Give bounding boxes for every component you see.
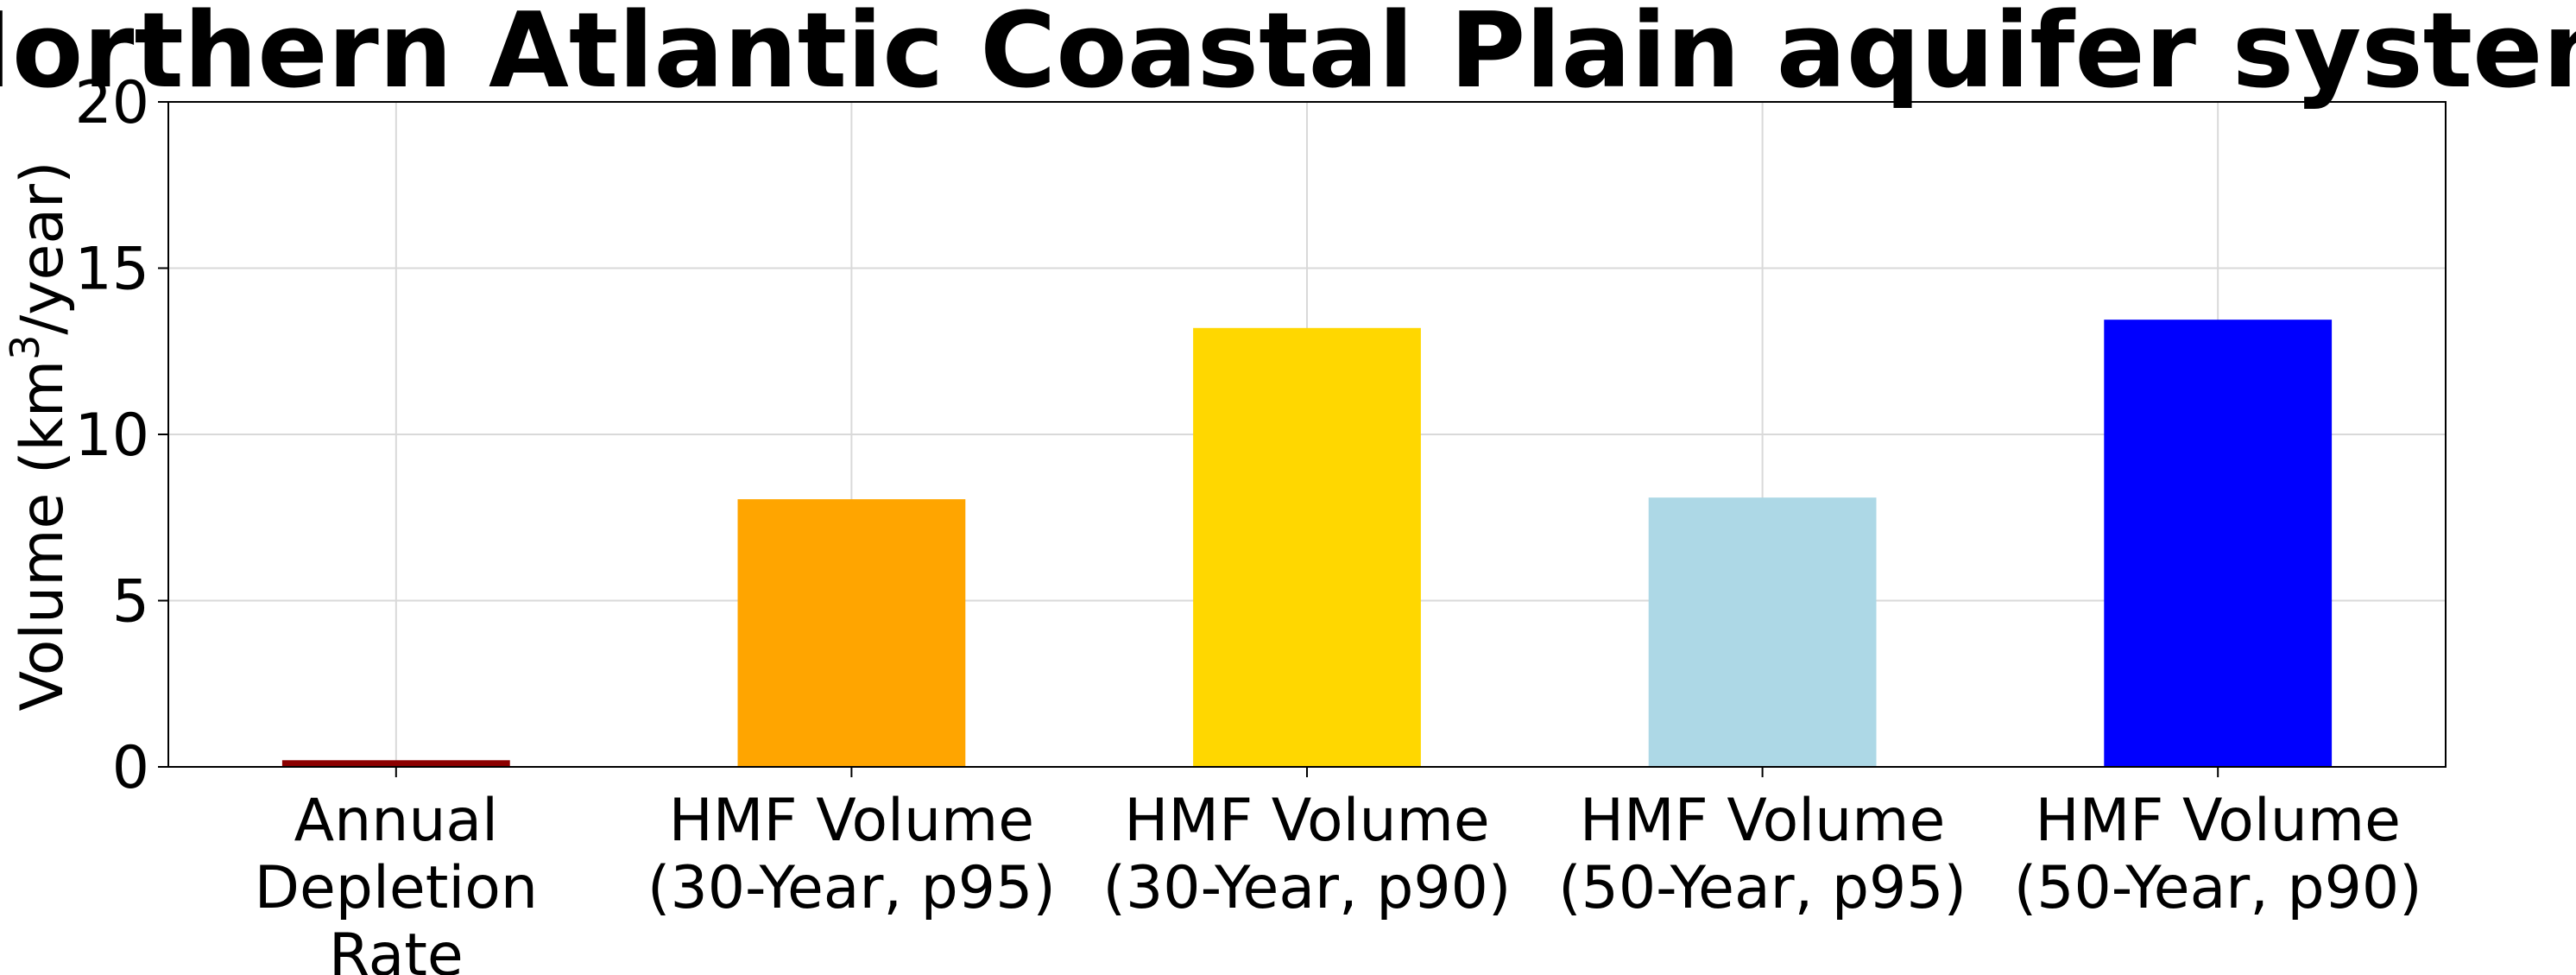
x-tick-label-line: HMF Volume — [669, 787, 1034, 855]
y-tick-label: 5 — [112, 568, 149, 636]
x-tick-label-line: HMF Volume — [1580, 787, 1945, 855]
bar — [1648, 497, 1877, 767]
y-tick-label: 10 — [74, 402, 149, 470]
x-tick-label: Annual Depletion Rate — [255, 787, 538, 975]
x-tick-label-line: (30-Year, p90) — [1103, 854, 1512, 922]
x-tick-label: HMF Volume (30-Year, p95) — [647, 787, 1056, 922]
x-tick-label: HMF Volume (50-Year, p90) — [2014, 787, 2422, 922]
x-tick-label-line: HMF Volume — [1124, 787, 1489, 855]
y-tick-label: 15 — [74, 236, 149, 304]
bar — [1193, 327, 1421, 767]
y-tick-label: 0 — [112, 734, 149, 802]
x-tick-label: HMF Volume (50-Year, p95) — [1558, 787, 1967, 922]
bar — [281, 760, 510, 767]
x-tick-label-line: Annual — [294, 787, 498, 855]
x-tick-label-line: (50-Year, p90) — [2014, 854, 2422, 922]
x-tick-label: HMF Volume (30-Year, p90) — [1103, 787, 1512, 922]
y-axis-label: Volume (km3/year) — [2, 161, 77, 711]
x-tick-label-line: (50-Year, p95) — [1558, 854, 1967, 922]
x-tick-label-line: Rate — [329, 921, 464, 975]
x-tick-label-line: HMF Volume — [2035, 787, 2400, 855]
y-tick-label: 20 — [74, 69, 149, 137]
x-tick-label-line: (30-Year, p95) — [647, 854, 1056, 922]
chart-title: Northern Atlantic Coastal Plain aquifer … — [0, 0, 2576, 111]
bar — [737, 499, 966, 767]
x-tick-label-line: Depletion — [255, 854, 538, 922]
y-axis-ticks: 0 5 10 15 20 — [74, 69, 168, 802]
y-axis-label-superscript: 3 — [2, 335, 48, 360]
bar — [2104, 320, 2333, 767]
bars — [281, 320, 2333, 767]
y-axis-label-suffix: /year) — [9, 161, 77, 334]
y-axis-label-prefix: Volume (km — [9, 360, 77, 712]
